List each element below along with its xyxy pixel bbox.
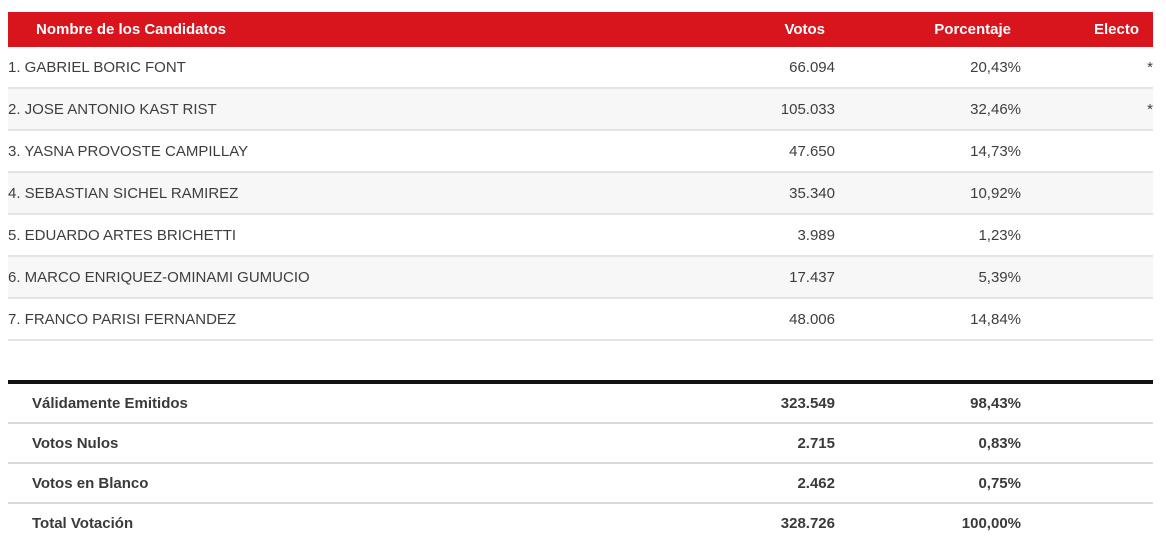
electo-cell: *: [1021, 47, 1153, 89]
percentage-cell: 5,39%: [835, 256, 1021, 299]
candidate-row: 7. FRANCO PARISI FERNANDEZ 48.006 14,84%: [8, 298, 1153, 341]
candidate-row: 3. YASNA PROVOSTE CAMPILLAY 47.650 14,73…: [8, 130, 1153, 173]
candidate-row: 1. GABRIEL BORIC FONT 66.094 20,43% *: [8, 47, 1153, 89]
column-header-nombre: Nombre de los Candidatos: [8, 12, 655, 47]
candidate-name-cell: 6. MARCO ENRIQUEZ-OMINAMI GUMUCIO: [8, 256, 655, 299]
percentage-cell: 0,83%: [835, 423, 1021, 464]
candidate-name-cell: 1. GABRIEL BORIC FONT: [8, 47, 655, 89]
electo-cell: *: [1021, 88, 1153, 131]
electo-cell: [1021, 172, 1153, 215]
votes-cell: 17.437: [655, 256, 835, 299]
votes-cell: 48.006: [655, 298, 835, 341]
summary-label-cell: Válidamente Emitidos: [8, 382, 655, 424]
summary-row: Total Votación 328.726 100,00%: [8, 503, 1153, 536]
candidate-row: 4. SEBASTIAN SICHEL RAMIREZ 35.340 10,92…: [8, 172, 1153, 215]
summary-row: Válidamente Emitidos 323.549 98,43%: [8, 382, 1153, 424]
header-row: Nombre de los Candidatos Votos Porcentaj…: [8, 12, 1153, 47]
totals-summary-table: Válidamente Emitidos 323.549 98,43% Voto…: [8, 380, 1153, 536]
percentage-cell: 98,43%: [835, 382, 1021, 424]
percentage-cell: 1,23%: [835, 214, 1021, 257]
electo-cell: [1021, 463, 1153, 504]
candidate-name-cell: 7. FRANCO PARISI FERNANDEZ: [8, 298, 655, 341]
percentage-cell: 14,73%: [835, 130, 1021, 173]
electo-cell: [1021, 214, 1153, 257]
column-header-votos: Votos: [655, 12, 835, 47]
electo-cell: [1021, 382, 1153, 424]
candidate-name-cell: 4. SEBASTIAN SICHEL RAMIREZ: [8, 172, 655, 215]
percentage-cell: 32,46%: [835, 88, 1021, 131]
summary-label-cell: Total Votación: [8, 503, 655, 536]
summary-label-cell: Votos en Blanco: [8, 463, 655, 504]
percentage-cell: 20,43%: [835, 47, 1021, 89]
votes-cell: 2.715: [655, 423, 835, 464]
candidate-name-cell: 2. JOSE ANTONIO KAST RIST: [8, 88, 655, 131]
votes-cell: 66.094: [655, 47, 835, 89]
percentage-cell: 100,00%: [835, 503, 1021, 536]
votes-cell: 328.726: [655, 503, 835, 536]
summary-label-cell: Votos Nulos: [8, 423, 655, 464]
votes-cell: 47.650: [655, 130, 835, 173]
votes-cell: 323.549: [655, 382, 835, 424]
electo-cell: [1021, 503, 1153, 536]
votes-cell: 35.340: [655, 172, 835, 215]
summary-row: Votos Nulos 2.715 0,83%: [8, 423, 1153, 464]
column-header-electo: Electo: [1021, 12, 1153, 47]
candidates-results-table: Nombre de los Candidatos Votos Porcentaj…: [8, 12, 1153, 341]
candidate-row: 5. EDUARDO ARTES BRICHETTI 3.989 1,23%: [8, 214, 1153, 257]
votes-cell: 3.989: [655, 214, 835, 257]
candidate-name-cell: 3. YASNA PROVOSTE CAMPILLAY: [8, 130, 655, 173]
electo-cell: [1021, 423, 1153, 464]
percentage-cell: 0,75%: [835, 463, 1021, 504]
votes-cell: 105.033: [655, 88, 835, 131]
votes-cell: 2.462: [655, 463, 835, 504]
candidate-row: 6. MARCO ENRIQUEZ-OMINAMI GUMUCIO 17.437…: [8, 256, 1153, 299]
candidate-row: 2. JOSE ANTONIO KAST RIST 105.033 32,46%…: [8, 88, 1153, 131]
percentage-cell: 14,84%: [835, 298, 1021, 341]
column-header-porcentaje: Porcentaje: [835, 12, 1021, 47]
percentage-cell: 10,92%: [835, 172, 1021, 215]
candidate-name-cell: 5. EDUARDO ARTES BRICHETTI: [8, 214, 655, 257]
electo-cell: [1021, 298, 1153, 341]
summary-row: Votos en Blanco 2.462 0,75%: [8, 463, 1153, 504]
electo-cell: [1021, 256, 1153, 299]
electo-cell: [1021, 130, 1153, 173]
